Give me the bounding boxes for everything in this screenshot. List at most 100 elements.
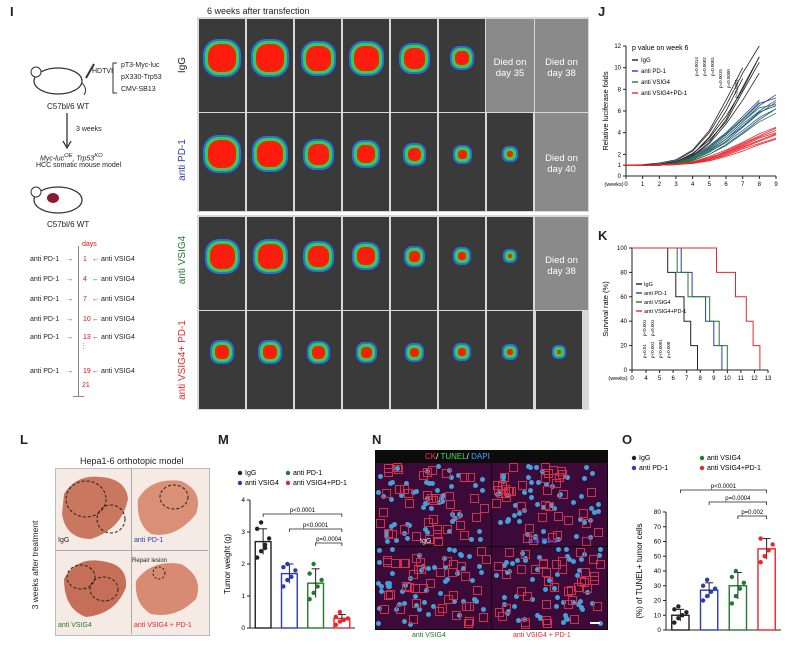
ck-cell xyxy=(452,510,461,519)
sig-label: p<0.0001 xyxy=(290,508,316,514)
legend-label: anti VSIG4 xyxy=(644,300,671,306)
mouse-image xyxy=(199,217,245,310)
legend-dot xyxy=(285,480,291,486)
schedule-end-day: 21 xyxy=(82,382,90,389)
ck-cell xyxy=(594,528,603,537)
legend-label: anti PD-1 xyxy=(641,69,667,75)
ck-cell xyxy=(498,612,507,621)
x-tick-label: 12 xyxy=(751,376,758,382)
ck-cell xyxy=(380,605,389,614)
ck-cell xyxy=(576,548,585,557)
data-point xyxy=(293,568,298,573)
data-point xyxy=(770,542,775,547)
nucleus-dot xyxy=(478,537,483,542)
panel-l-side-label: 3 weeks after treatment xyxy=(30,520,40,610)
ck-cell xyxy=(470,494,479,503)
nucleus-dot xyxy=(447,547,452,552)
nucleus-dot xyxy=(494,573,499,578)
y-tick-label: 0 xyxy=(241,625,245,632)
ck-cell xyxy=(472,513,481,522)
ck-cell xyxy=(498,482,507,491)
liver-images xyxy=(62,476,199,617)
ck-cell xyxy=(502,570,511,579)
legend-label: anti VSIG4+PD-1 xyxy=(293,480,347,487)
nucleus-dot xyxy=(571,600,576,605)
nucleus-dot xyxy=(419,568,424,573)
grid-divider xyxy=(197,212,589,215)
legend-dot xyxy=(631,455,637,461)
nucleus-dot xyxy=(472,597,477,602)
nucleus-dot xyxy=(376,490,381,495)
nucleus-dot xyxy=(424,480,429,485)
nucleus-dot xyxy=(552,586,557,591)
nucleus-dot xyxy=(399,493,404,498)
data-point xyxy=(307,597,312,602)
nucleus-dot xyxy=(584,465,589,470)
data-point xyxy=(285,577,290,583)
nucleus-dot xyxy=(501,473,506,478)
nucleus-dot xyxy=(477,529,482,534)
ck-cell xyxy=(529,536,538,545)
nucleus-dot xyxy=(567,557,572,562)
y-tick-label: 0 xyxy=(624,368,628,374)
data-point xyxy=(337,609,343,615)
y-axis-label: Tumor weight (g) xyxy=(223,534,232,595)
x-tick-label: 4 xyxy=(644,376,648,382)
ck-cell xyxy=(436,568,445,577)
mouse-image xyxy=(295,217,341,310)
nucleus-dot xyxy=(561,600,566,605)
nucleus-dot xyxy=(576,602,581,607)
nucleus-dot xyxy=(426,612,431,617)
mouse-image xyxy=(391,19,437,112)
schedule-left-1: anti PD-1 xyxy=(30,276,60,283)
ck-cell xyxy=(574,583,583,592)
ck-cell xyxy=(590,572,599,581)
legend-label: anti VSIG4 xyxy=(707,455,741,462)
data-point xyxy=(262,542,268,547)
legend-label: anti VSIG4+PD-1 xyxy=(707,465,761,472)
panel-label-j: J xyxy=(598,4,606,19)
ck-cell xyxy=(539,560,548,569)
data-point xyxy=(266,536,272,541)
x-tick-label: 5 xyxy=(658,376,662,382)
schedule-day-3: 10 xyxy=(83,316,91,323)
nucleus-dot xyxy=(384,534,389,539)
bar xyxy=(254,540,272,629)
died-note-0: Died on day 35 xyxy=(486,19,534,112)
nucleus-dot xyxy=(436,464,441,469)
nucleus-dot xyxy=(597,553,602,558)
series-line xyxy=(625,67,744,166)
schedule-right-3: anti VSIG4 xyxy=(101,316,135,323)
nucleus-dot xyxy=(481,607,486,612)
nucleus-dot xyxy=(530,597,535,602)
y-tick-label: 3 xyxy=(241,529,245,536)
nucleus-dot xyxy=(392,522,397,527)
data-point xyxy=(729,601,735,606)
mouse-image xyxy=(247,311,293,409)
data-point xyxy=(307,571,312,576)
nucleus-dot xyxy=(528,465,533,470)
ck-cell xyxy=(558,565,567,574)
ck-cell xyxy=(388,530,397,539)
nucleus-dot xyxy=(432,565,437,570)
schedule-axis-end xyxy=(73,396,84,397)
liver-label-vsig4: anti VSIG4 xyxy=(58,622,92,629)
ck-cell xyxy=(505,548,514,557)
ck-cell xyxy=(509,463,518,472)
mouse-image xyxy=(439,311,485,409)
ck-cell xyxy=(426,579,435,588)
data-point xyxy=(704,577,710,583)
nucleus-dot xyxy=(522,490,527,495)
liver-label-pd1: anti PD-1 xyxy=(134,537,164,544)
died-note-1: Died on day 38 xyxy=(535,19,588,112)
nucleus-dot xyxy=(381,494,386,499)
nucleus-dot xyxy=(520,551,525,556)
ck-cell xyxy=(452,611,461,620)
nucleus-dot xyxy=(536,480,541,485)
arrow-right-icon: → xyxy=(66,316,73,323)
mouse-image xyxy=(199,311,245,409)
nucleus-dot xyxy=(390,480,395,485)
nucleus-dot xyxy=(423,527,428,532)
sig-bracket xyxy=(679,489,768,493)
data-point xyxy=(737,586,743,591)
